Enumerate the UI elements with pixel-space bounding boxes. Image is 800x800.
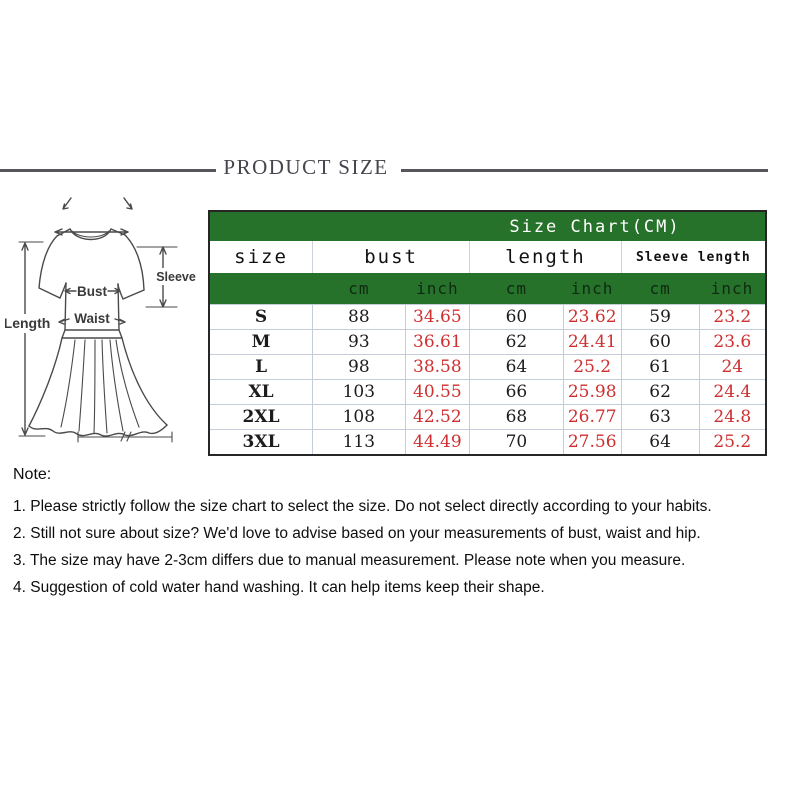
cell-measurement: 27.56 bbox=[562, 429, 622, 456]
cell-measurement: 113 bbox=[312, 429, 406, 456]
table-row: M 93 36.61 62 24.41 60 23.6 bbox=[208, 329, 767, 355]
cell-measurement: 62 bbox=[469, 329, 564, 355]
cell-measurement: 68 bbox=[469, 404, 564, 430]
col-header-bust: bust bbox=[312, 241, 470, 273]
cell-measurement: 36.61 bbox=[404, 329, 471, 355]
unit-cell: cm bbox=[312, 273, 406, 305]
unit-cell-empty bbox=[209, 273, 313, 305]
note-item: 3. The size may have 2-3cm differs due t… bbox=[13, 552, 686, 569]
cell-measurement: 25.2 bbox=[562, 354, 622, 380]
title-rule-right bbox=[401, 169, 768, 172]
title-rule-left bbox=[0, 169, 216, 172]
unit-row: cm inch cm inch cm inch bbox=[209, 273, 766, 305]
col-header-size: size bbox=[234, 246, 288, 268]
cell-size-label: S bbox=[208, 304, 314, 330]
cell-measurement: 23.2 bbox=[698, 304, 767, 330]
cell-measurement: 24 bbox=[698, 354, 767, 380]
notes-heading: Note: bbox=[13, 466, 52, 483]
cell-measurement: 40.55 bbox=[404, 379, 471, 405]
size-table-body: S 88 34.65 60 23.62 59 23.2 M 93 36.61 62 24.41 60 23… bbox=[208, 304, 767, 456]
cell-measurement: 26.77 bbox=[562, 404, 622, 430]
page-title: PRODUCT SIZE bbox=[223, 155, 389, 179]
cell-measurement: 61 bbox=[620, 354, 700, 380]
table-row: L 98 38.58 64 25.2 61 24 bbox=[208, 354, 767, 380]
table-row: 3XL 113 44.49 70 27.56 64 25.2 bbox=[208, 429, 767, 456]
cell-measurement: 93 bbox=[312, 329, 406, 355]
sleeve-measure: Sleeve bbox=[136, 246, 201, 308]
dress-outline bbox=[28, 228, 168, 437]
cell-measurement: 88 bbox=[312, 304, 406, 330]
col-header-sleeve-length: Sleeve length bbox=[620, 241, 766, 273]
cell-measurement: 98 bbox=[312, 354, 406, 380]
cell-measurement: 59 bbox=[620, 304, 700, 330]
cell-measurement: 103 bbox=[312, 379, 406, 405]
cell-measurement: 42.52 bbox=[404, 404, 471, 430]
cell-measurement: 63 bbox=[620, 404, 700, 430]
note-item: 1. Please strictly follow the size chart… bbox=[13, 498, 712, 515]
cell-measurement: 60 bbox=[620, 329, 700, 355]
cell-measurement: 60 bbox=[469, 304, 564, 330]
table-row: XL 103 40.55 66 25.98 62 24.4 bbox=[208, 379, 767, 405]
length-label: Length bbox=[5, 315, 50, 331]
unit-cell: cm bbox=[469, 273, 564, 305]
column-group-row: size bust length Sleeve length bbox=[209, 241, 766, 273]
size-chart-table: Size Chart(CM) size bust length Sleeve l… bbox=[208, 210, 767, 456]
unit-cell: inch bbox=[563, 273, 622, 305]
col-header-length: length bbox=[469, 241, 622, 273]
cell-measurement: 70 bbox=[469, 429, 564, 456]
bust-label: Bust bbox=[77, 284, 108, 299]
hem-measure bbox=[77, 431, 173, 443]
cell-size-label: M bbox=[208, 329, 314, 355]
waist-measure: Waist bbox=[58, 311, 126, 326]
cell-measurement: 66 bbox=[469, 379, 564, 405]
cell-measurement: 23.6 bbox=[698, 329, 767, 355]
note-item: 2. Still not sure about size? We'd love … bbox=[13, 525, 701, 542]
table-row: 2XL 108 42.52 68 26.77 63 24.8 bbox=[208, 404, 767, 430]
note-item: 4. Suggestion of cold water hand washing… bbox=[13, 579, 545, 596]
sleeve-label: Sleeve bbox=[156, 270, 196, 284]
unit-cell: cm bbox=[621, 273, 700, 305]
table-title-row: Size Chart(CM) bbox=[209, 211, 766, 241]
bust-measure: Bust bbox=[64, 284, 121, 299]
cell-measurement: 44.49 bbox=[404, 429, 471, 456]
dress-measurement-diagram: Bust Waist Length Sleeve bbox=[5, 197, 201, 443]
shoulder-tick-arrows bbox=[54, 197, 133, 236]
table-title: Size Chart(CM) bbox=[209, 211, 766, 241]
cell-measurement: 62 bbox=[620, 379, 700, 405]
unit-cell: inch bbox=[405, 273, 470, 305]
cell-measurement: 64 bbox=[620, 429, 700, 456]
waist-label: Waist bbox=[74, 311, 110, 326]
notes-section: Note: 1. Please strictly follow the size… bbox=[13, 466, 791, 601]
cell-size-label: 3XL bbox=[208, 429, 314, 456]
cell-measurement: 24.4 bbox=[698, 379, 767, 405]
cell-measurement: 25.2 bbox=[698, 429, 767, 456]
cell-measurement: 23.62 bbox=[562, 304, 622, 330]
cell-size-label: L bbox=[208, 354, 314, 380]
cell-measurement: 24.8 bbox=[698, 404, 767, 430]
cell-measurement: 64 bbox=[469, 354, 564, 380]
cell-size-label: XL bbox=[208, 379, 314, 405]
cell-measurement: 24.41 bbox=[562, 329, 622, 355]
cell-measurement: 34.65 bbox=[404, 304, 471, 330]
length-measure: Length bbox=[5, 241, 50, 437]
cell-measurement: 25.98 bbox=[562, 379, 622, 405]
table-row: S 88 34.65 60 23.62 59 23.2 bbox=[208, 304, 767, 330]
cell-measurement: 38.58 bbox=[404, 354, 471, 380]
unit-cell: inch bbox=[699, 273, 766, 305]
cell-measurement: 108 bbox=[312, 404, 406, 430]
cell-size-label: 2XL bbox=[208, 404, 314, 430]
